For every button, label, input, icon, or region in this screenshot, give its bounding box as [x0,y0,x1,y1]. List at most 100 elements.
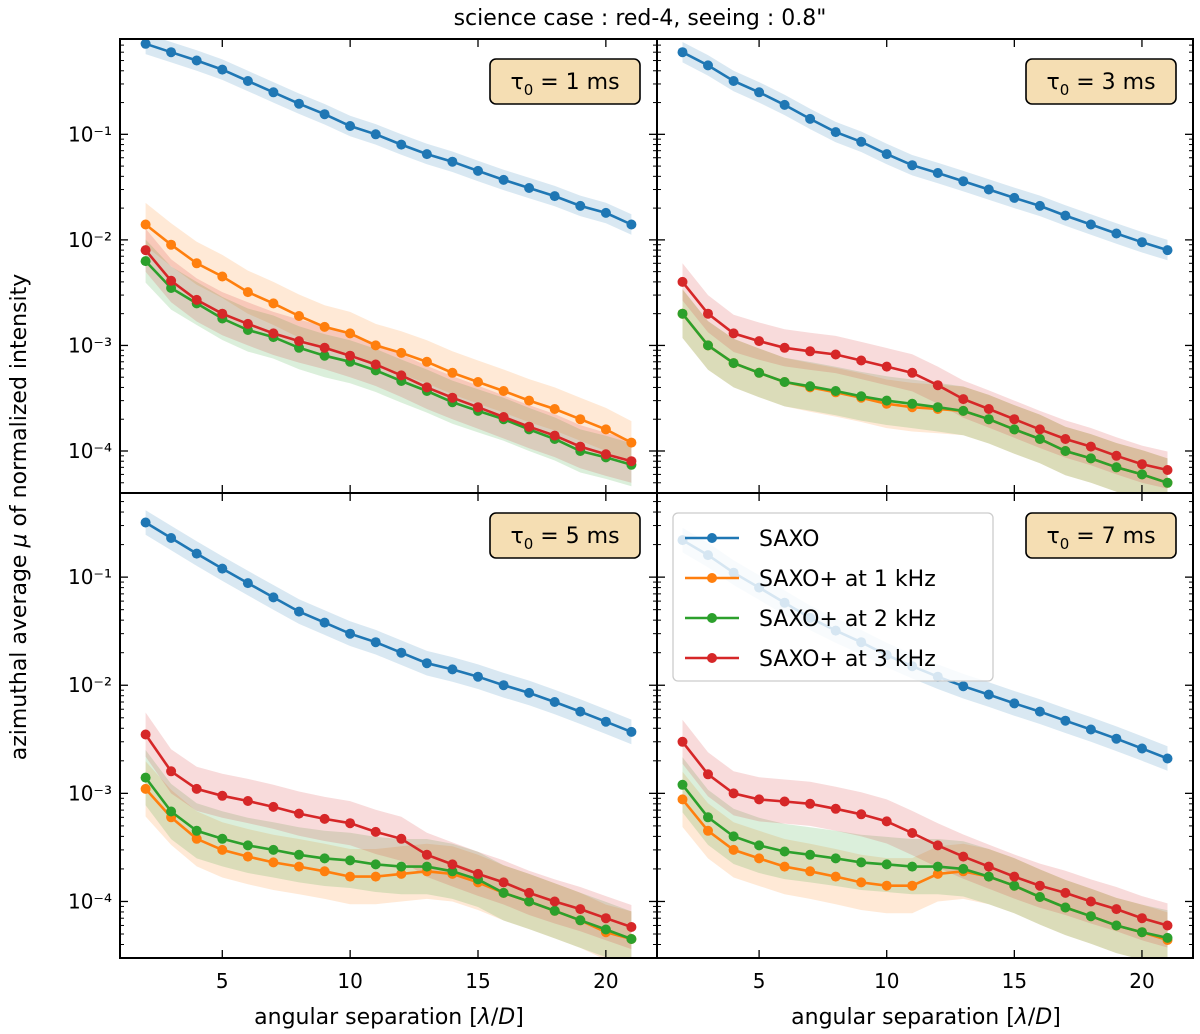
point-3-19 [1162,465,1173,475]
point-0-5 [805,113,816,124]
point-3-10 [396,833,407,844]
point-1-0 [140,219,151,230]
point-0-17 [1111,733,1122,744]
point-3-16 [549,430,560,441]
panel-plot-area [677,42,1173,493]
point-2-2 [728,358,739,369]
point-3-7 [856,355,867,366]
point-2-16 [1085,453,1096,464]
point-2-17 [575,915,586,926]
point-2-11 [958,863,969,874]
point-2-8 [881,395,892,406]
point-0-4 [242,76,253,86]
point-2-4 [242,840,253,851]
point-3-5 [805,346,816,357]
point-2-19 [1162,932,1173,943]
point-0-12 [447,664,458,675]
point-0-10 [932,168,943,178]
y-tick-label: 10⁻² [68,673,112,697]
point-3-9 [907,367,918,378]
point-1-9 [907,880,918,891]
point-3-8 [881,816,892,827]
tau-label: τ0 = 7 ms [1046,524,1155,553]
point-2-13 [1009,424,1020,435]
point-1-5 [268,857,279,868]
point-2-17 [1111,462,1122,473]
point-2-18 [600,924,611,935]
point-0-12 [983,689,994,700]
point-3-16 [1085,441,1096,452]
point-3-12 [983,861,994,872]
legend-swatch-marker [707,573,717,583]
point-0-14 [498,680,509,691]
point-2-15 [1060,902,1071,913]
point-3-15 [524,421,535,432]
point-3-12 [983,404,994,414]
point-3-11 [958,394,969,405]
point-3-10 [932,840,943,851]
point-2-18 [1137,469,1147,480]
tau-label: τ0 = 5 ms [510,524,619,553]
panel-plot-area [677,527,1173,958]
band-0 [682,527,1168,771]
legend-label: SAXO+ at 1 kHz [759,567,936,592]
panel-3: 5 10 15 20 10⁻⁴ 10⁻³ 10⁻² 10⁻¹ τ0 = 5 ms [68,492,658,993]
point-0-15 [524,687,535,698]
point-3-0 [677,736,688,747]
point-3-18 [1137,459,1147,470]
point-1-3 [217,271,228,282]
point-3-8 [881,361,892,372]
point-0-18 [600,716,611,727]
point-3-19 [1162,920,1173,931]
point-1-9 [370,340,381,351]
band-0 [145,39,632,235]
point-3-13 [473,402,483,413]
point-0-16 [1085,724,1096,735]
point-1-10 [396,347,407,358]
chart-title: science case : red-4, seeing : 0.8" [454,6,827,31]
point-2-12 [983,414,994,425]
point-2-4 [779,846,790,857]
point-0-13 [1009,698,1020,709]
point-3-15 [1060,887,1071,898]
point-2-3 [754,840,765,851]
point-0-1 [166,47,177,58]
point-3-6 [294,808,304,819]
point-0-11 [421,658,432,669]
point-0-19 [626,219,637,230]
point-3-14 [1034,880,1045,891]
band-1 [145,202,632,465]
point-2-18 [1137,927,1147,938]
point-3-1 [166,275,177,286]
y-tick-label: 10⁻⁴ [68,889,112,913]
legend-swatch-marker [707,653,717,663]
point-3-6 [830,803,841,814]
point-1-6 [830,871,841,882]
point-3-2 [728,788,739,799]
point-1-2 [191,258,202,269]
x-tick-label: 5 [216,969,229,993]
point-0-17 [575,706,586,717]
point-3-9 [370,359,381,370]
point-2-19 [1162,477,1173,488]
point-2-12 [983,871,994,882]
point-3-19 [626,456,637,467]
point-2-7 [319,350,330,361]
point-2-9 [370,859,381,870]
point-0-16 [549,697,560,707]
point-3-13 [1009,871,1020,882]
point-2-3 [754,367,765,378]
point-0-17 [1111,228,1122,239]
point-0-19 [626,726,637,737]
point-1-5 [268,298,279,309]
point-1-11 [421,356,432,367]
point-3-8 [345,350,356,361]
point-2-1 [703,340,713,351]
point-3-1 [703,308,713,319]
point-1-6 [294,861,304,872]
tau-label-box [1025,512,1177,559]
point-3-5 [268,801,279,812]
point-1-10 [396,868,407,879]
point-0-2 [191,55,202,66]
